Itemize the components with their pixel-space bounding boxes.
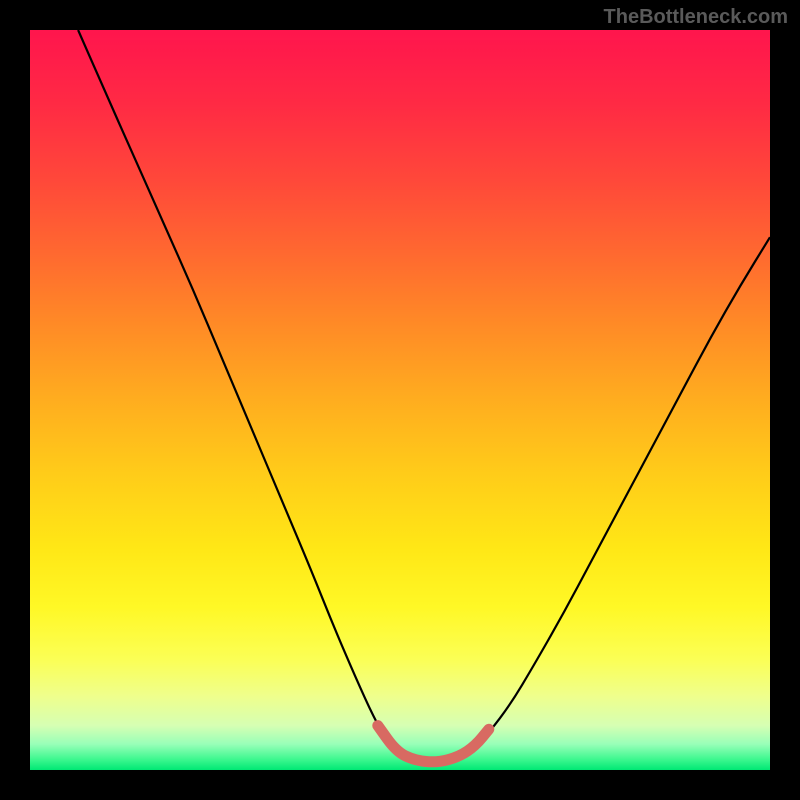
gradient-background	[30, 30, 770, 770]
watermark-text: TheBottleneck.com	[604, 6, 788, 29]
chart-svg	[30, 30, 770, 770]
plot-area	[30, 30, 770, 770]
chart-container: TheBottleneck.com	[0, 0, 800, 800]
